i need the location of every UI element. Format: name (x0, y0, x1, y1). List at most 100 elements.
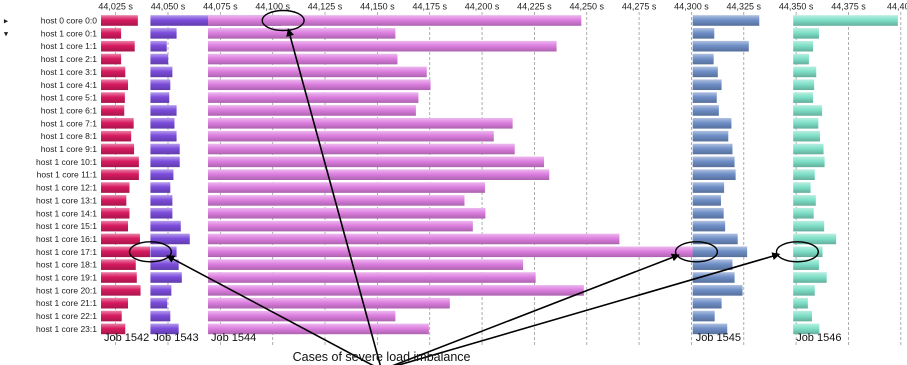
series-bars (793, 15, 898, 335)
highlight-ellipse (128, 241, 173, 263)
bar (207, 40, 557, 52)
bar (793, 15, 898, 26)
x-tick-label: 44,350 s (779, 2, 814, 12)
row-label: host 1 core 2:1 (41, 54, 98, 64)
bar (150, 169, 174, 180)
bar (793, 143, 824, 155)
bar (150, 259, 179, 270)
x-tick-label: 44,175 s (412, 2, 447, 12)
bar (150, 105, 177, 116)
job-label: Job 1543 (153, 332, 198, 344)
bar (793, 130, 820, 142)
bar (150, 272, 182, 283)
bar (692, 195, 721, 206)
x-tick-label: 44,400 (887, 2, 907, 12)
row-label: host 1 core 16:1 (36, 234, 97, 244)
x-tick-label: 44,250 s (569, 2, 604, 12)
bar (692, 53, 714, 65)
x-axis-ticks: 44,025 s 44,050 s 44,075 s 44,100 s 44,125 s… (98, 2, 907, 12)
bar (101, 169, 139, 180)
bar (101, 285, 141, 296)
bar (207, 207, 486, 219)
bar (793, 220, 825, 232)
bar (793, 118, 819, 129)
bar (150, 182, 171, 193)
row-label: host 0 core 0:0 (41, 16, 98, 26)
series-bars (101, 15, 150, 335)
bar (150, 28, 177, 39)
job-label: Job 1542 (104, 332, 149, 344)
x-tick-label: 44,375 s (831, 2, 866, 12)
x-tick-label: 44,025 s (98, 2, 133, 12)
row-label: host 1 core 12:1 (36, 183, 97, 193)
bar (692, 143, 733, 155)
annotation-label: Cases of severe load imbalance (293, 350, 471, 364)
bar (101, 105, 125, 116)
bar (692, 40, 749, 52)
bar (793, 297, 808, 309)
row-label: host 1 core 15:1 (36, 221, 97, 231)
bar (101, 323, 126, 335)
bar (150, 323, 179, 335)
bar (692, 259, 733, 270)
x-tick-label: 44,325 s (727, 2, 762, 12)
row-label: host 1 core 13:1 (36, 195, 97, 205)
bar (101, 15, 138, 26)
bar (692, 323, 728, 335)
bar (150, 40, 167, 52)
annotation: Cases of severe load imbalance (128, 9, 820, 365)
row-label: host 1 core 11:1 (37, 170, 98, 180)
bar (793, 66, 817, 78)
x-tick-label: 44,150 s (360, 2, 395, 12)
bar (692, 272, 735, 283)
row-expander-icon[interactable]: ▸ (4, 16, 9, 26)
bar (150, 66, 173, 78)
bar (101, 310, 122, 322)
bar (692, 310, 715, 322)
bar (207, 66, 427, 78)
bar (793, 92, 814, 103)
bar (150, 310, 171, 322)
bar (207, 310, 396, 322)
bar (101, 66, 126, 78)
bar (207, 182, 485, 193)
bar (793, 105, 823, 116)
bar (793, 79, 815, 91)
bar (793, 272, 827, 283)
bar (207, 156, 545, 168)
bar (101, 53, 122, 65)
job-label: Job 1544 (211, 332, 256, 344)
bar (207, 105, 416, 116)
annotation-arrow (166, 255, 374, 365)
bar (793, 195, 816, 206)
row-label: host 1 core 22:1 (36, 311, 97, 321)
bar (150, 92, 170, 103)
bar (207, 285, 584, 296)
series-bars (692, 15, 760, 335)
x-tick-label: 44,225 s (517, 2, 552, 12)
bar (793, 323, 820, 335)
bar (207, 195, 465, 206)
x-tick-label: 44,100 s (255, 2, 290, 12)
row-label: host 1 core 18:1 (36, 260, 97, 270)
bar (207, 79, 431, 91)
bar (793, 40, 814, 52)
bar (207, 246, 697, 258)
bar (207, 130, 494, 142)
bar (101, 156, 139, 168)
bar (150, 143, 180, 155)
row-label: host 1 core 0:1 (41, 28, 98, 38)
bar (692, 130, 729, 142)
row-label: host 1 core 9:1 (41, 144, 98, 154)
bar (692, 28, 715, 39)
bar (101, 92, 125, 103)
bar (793, 310, 813, 322)
bar (101, 143, 135, 155)
bars (101, 15, 898, 335)
bar (101, 272, 137, 283)
bar (150, 207, 173, 219)
row-expander-icon[interactable]: ▾ (4, 28, 9, 38)
bar (692, 285, 743, 296)
